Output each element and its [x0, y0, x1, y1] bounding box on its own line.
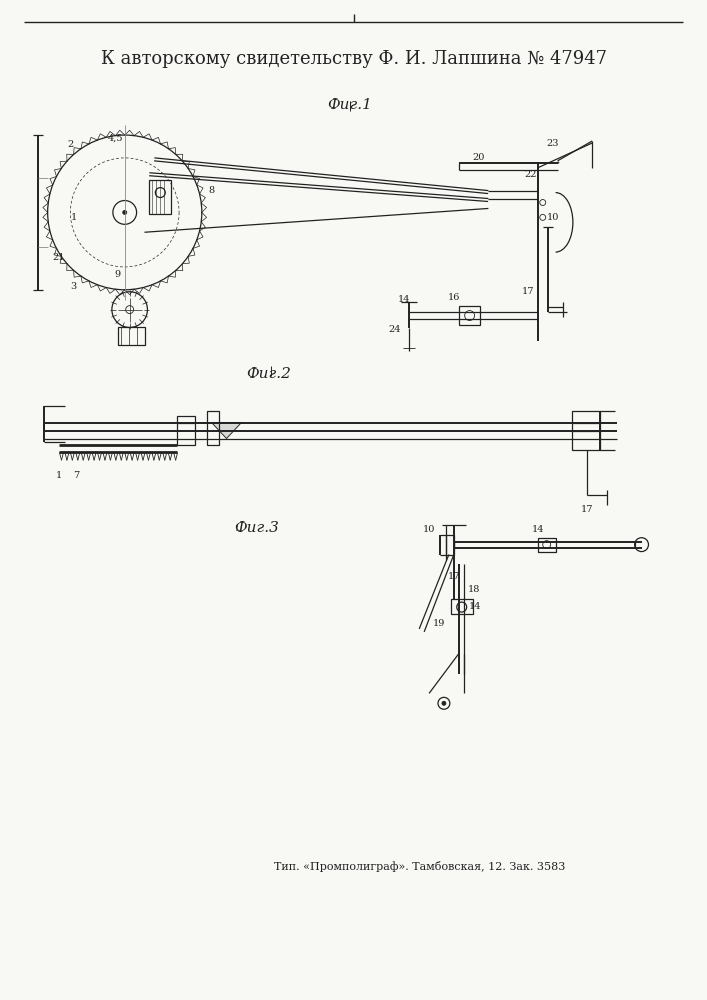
Text: :: : [234, 521, 238, 534]
Text: 9: 9 [115, 270, 121, 279]
Text: 16: 16 [448, 293, 460, 302]
Text: 14: 14 [469, 602, 481, 611]
Bar [459, 306, 481, 325]
Text: 1: 1 [55, 471, 62, 480]
Text: 8: 8 [209, 186, 215, 195]
Bar [206, 411, 218, 445]
Text: 17: 17 [522, 287, 534, 296]
Text: 2: 2 [67, 140, 74, 149]
Text: 10: 10 [423, 525, 436, 534]
Text: 14: 14 [532, 525, 544, 534]
Text: 17: 17 [448, 572, 460, 581]
Polygon shape [211, 423, 241, 439]
Text: 10: 10 [547, 213, 559, 222]
Text: Фиг.1: Фиг.1 [327, 98, 373, 112]
Text: 24: 24 [388, 325, 401, 334]
Text: 18: 18 [467, 585, 480, 594]
Bar [573, 411, 600, 450]
Bar [538, 538, 556, 552]
Text: 20: 20 [472, 153, 485, 162]
Text: 7: 7 [74, 471, 79, 480]
Bar [149, 180, 171, 214]
Text: 3: 3 [70, 282, 76, 291]
Text: 1: 1 [71, 213, 78, 222]
Text: Фиг.3: Фиг.3 [234, 521, 279, 535]
Text: 17: 17 [581, 505, 593, 514]
Circle shape [442, 701, 446, 705]
Circle shape [123, 210, 127, 214]
Text: 19: 19 [433, 619, 445, 628]
Text: 4,5: 4,5 [108, 134, 124, 143]
Bar [118, 327, 146, 345]
Bar [446, 535, 454, 555]
Text: К авторскому свидетельству Ф. И. Лапшина № 47947: К авторскому свидетельству Ф. И. Лапшина… [101, 50, 607, 68]
Text: 22: 22 [525, 170, 537, 179]
Text: 21: 21 [52, 253, 65, 262]
Text: 14: 14 [398, 295, 411, 304]
Bar [177, 416, 195, 445]
Text: Тип. «Промполиграф». Тамбовская, 12. Зак. 3583: Тип. «Промполиграф». Тамбовская, 12. Зак… [274, 861, 565, 872]
Text: Фиг.2: Фиг.2 [247, 367, 291, 381]
Bar [451, 599, 472, 614]
Text: 23: 23 [547, 138, 559, 147]
